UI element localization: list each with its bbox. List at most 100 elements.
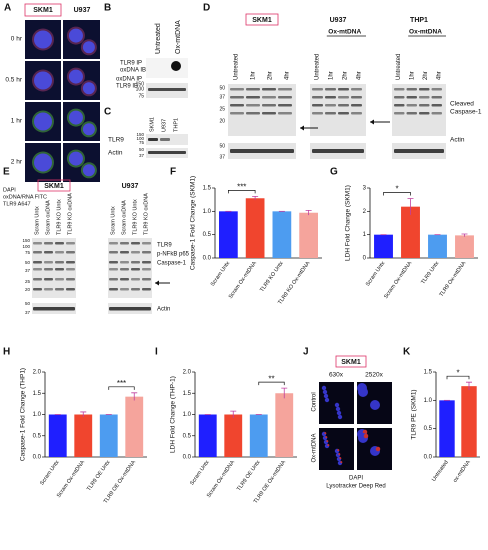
bar bbox=[125, 396, 144, 457]
significance-bracket bbox=[108, 386, 135, 390]
label: SKM1 bbox=[252, 17, 272, 24]
band bbox=[142, 288, 151, 291]
annotation: * bbox=[456, 368, 459, 377]
band bbox=[131, 251, 140, 254]
band bbox=[431, 88, 442, 91]
band bbox=[131, 261, 140, 264]
label: 2hr bbox=[268, 71, 274, 80]
band bbox=[230, 88, 244, 91]
panel-letter: F bbox=[170, 167, 176, 178]
band bbox=[351, 104, 362, 107]
nucleus bbox=[358, 387, 368, 397]
x-tick-label: TLR9 Ox-mtDNA bbox=[439, 260, 468, 298]
band bbox=[230, 112, 244, 115]
y-tick-label: 1.0 bbox=[424, 398, 433, 404]
band bbox=[262, 96, 276, 99]
band bbox=[33, 261, 42, 264]
nucleus bbox=[82, 82, 95, 95]
nucleus bbox=[68, 69, 83, 84]
y-tick-label: 0.5 bbox=[33, 433, 42, 439]
label: oxDNA/RNA FITC bbox=[3, 194, 47, 200]
nucleus bbox=[322, 389, 328, 395]
nucleus bbox=[335, 406, 341, 412]
band bbox=[312, 104, 323, 107]
band bbox=[44, 251, 53, 254]
bar bbox=[272, 211, 292, 258]
error-bar bbox=[80, 411, 87, 418]
y-tick-label: 1.0 bbox=[203, 209, 212, 215]
label: SKM1 bbox=[33, 7, 53, 14]
title-box bbox=[245, 13, 279, 26]
band bbox=[406, 88, 417, 91]
band bbox=[278, 96, 292, 99]
label: 100 bbox=[22, 244, 30, 249]
band bbox=[66, 278, 75, 281]
annotation: * bbox=[395, 185, 398, 194]
bar bbox=[245, 198, 265, 258]
nucleus bbox=[334, 402, 340, 408]
band bbox=[148, 88, 186, 91]
band bbox=[419, 112, 430, 115]
band bbox=[66, 268, 75, 271]
label: 1hr bbox=[328, 71, 334, 80]
title-box bbox=[335, 355, 367, 368]
error-bar bbox=[131, 392, 138, 401]
y-tick-label: 0.0 bbox=[183, 455, 192, 461]
band bbox=[312, 112, 323, 115]
label: Actin bbox=[157, 307, 170, 313]
y-tick-label: 2 bbox=[363, 209, 367, 215]
band bbox=[351, 96, 362, 99]
band bbox=[394, 88, 405, 91]
arrow-head bbox=[300, 125, 304, 131]
band bbox=[338, 88, 349, 91]
label: DAPI bbox=[349, 476, 363, 482]
band bbox=[406, 112, 417, 115]
band bbox=[278, 112, 292, 115]
y-tick-label: 3 bbox=[363, 186, 367, 192]
label: U937 bbox=[74, 7, 91, 14]
label: Scram Untx bbox=[34, 206, 40, 235]
nucleus bbox=[34, 112, 52, 131]
label: 37 bbox=[25, 310, 31, 315]
label: 25 bbox=[25, 279, 31, 284]
band bbox=[142, 251, 151, 254]
x-tick-label: TLR9 KO Untx bbox=[259, 260, 285, 293]
error-bar bbox=[252, 196, 259, 201]
lysosome bbox=[375, 446, 381, 452]
label: 150 bbox=[136, 81, 145, 87]
bar bbox=[99, 414, 118, 457]
band bbox=[230, 96, 244, 99]
significance-bracket bbox=[228, 190, 256, 194]
label: TLR9 KO Untx bbox=[56, 199, 62, 235]
band bbox=[325, 96, 336, 99]
band bbox=[419, 96, 430, 99]
bar bbox=[374, 234, 393, 258]
band bbox=[131, 288, 140, 291]
x-tick-label: Scram Untx bbox=[39, 459, 61, 486]
y-tick-label: 1.5 bbox=[33, 391, 42, 397]
label: 4hr bbox=[437, 71, 443, 80]
title-box bbox=[24, 3, 62, 17]
label: 4hr bbox=[285, 71, 291, 80]
panel-letter: D bbox=[203, 3, 210, 14]
nucleus bbox=[68, 28, 83, 43]
label: U937 bbox=[161, 119, 167, 132]
band bbox=[394, 149, 444, 153]
label: p-NFkB p65 bbox=[157, 252, 190, 258]
label: 50 bbox=[139, 147, 145, 152]
nucleus bbox=[370, 400, 380, 410]
band bbox=[109, 261, 118, 264]
arrow-head bbox=[370, 119, 374, 125]
label: TLR9 A647 bbox=[3, 201, 31, 207]
band bbox=[33, 268, 42, 271]
label: 20 bbox=[219, 118, 225, 124]
bar bbox=[275, 393, 294, 457]
label: Actin bbox=[450, 137, 465, 144]
label: Caspase-1 bbox=[450, 109, 482, 116]
band bbox=[278, 88, 292, 91]
label: 2520x bbox=[365, 372, 383, 379]
blot bbox=[310, 84, 366, 136]
label: 150 bbox=[136, 132, 144, 137]
nucleus bbox=[34, 71, 52, 90]
y-tick-label: 1.0 bbox=[183, 412, 192, 418]
